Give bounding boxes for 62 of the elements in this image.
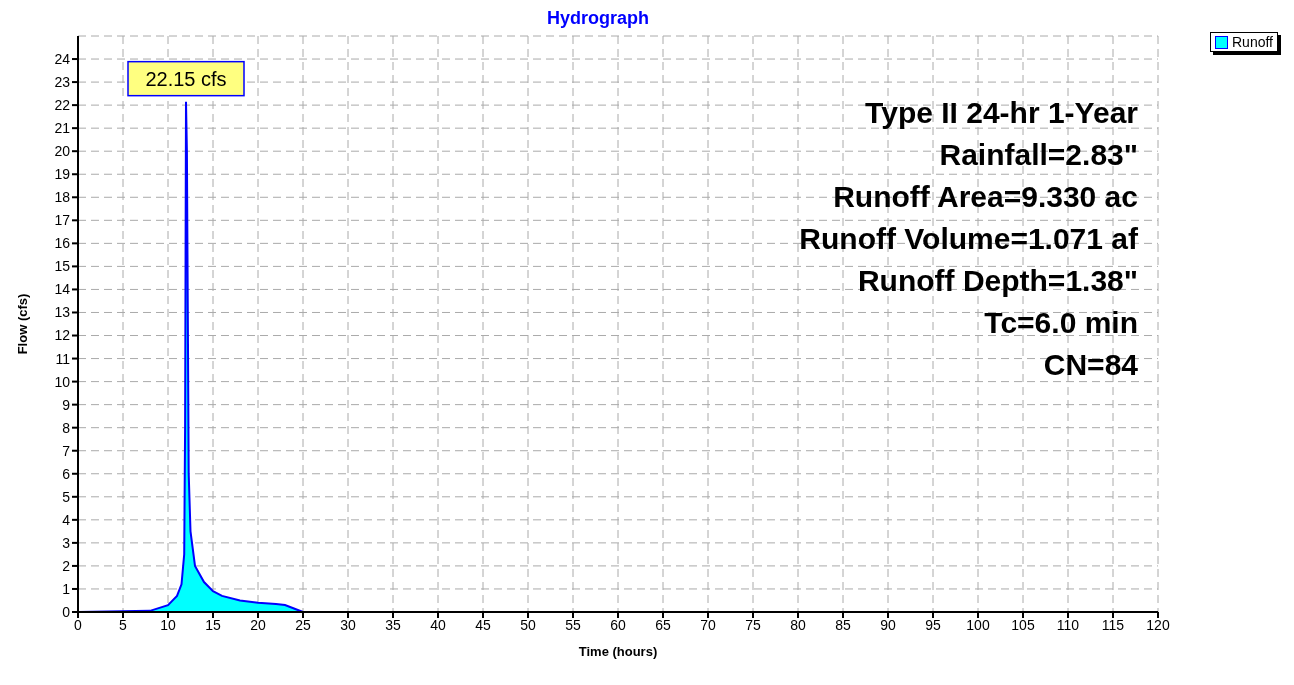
y-tick-label: 8 bbox=[62, 419, 71, 436]
x-tick-label: 95 bbox=[925, 616, 941, 633]
annotation: CN=84 bbox=[1042, 347, 1138, 383]
y-tick-label: 12 bbox=[54, 327, 71, 344]
y-tick-label: 6 bbox=[62, 465, 71, 482]
annotation: Rainfall=2.83" bbox=[938, 137, 1138, 173]
x-tick-label: 80 bbox=[790, 616, 806, 633]
x-tick-label: 0 bbox=[74, 616, 83, 633]
y-tick-label: 20 bbox=[54, 143, 71, 160]
x-tick-label: 70 bbox=[700, 616, 716, 633]
y-tick-label: 18 bbox=[54, 189, 71, 206]
x-tick-label: 65 bbox=[655, 616, 671, 633]
x-tick-label: 25 bbox=[295, 616, 311, 633]
y-tick-label: 23 bbox=[54, 74, 71, 91]
x-tick-label: 15 bbox=[205, 616, 221, 633]
y-tick-label: 2 bbox=[62, 557, 71, 574]
x-tick-label: 100 bbox=[966, 616, 990, 633]
x-axis-title: Time (hours) bbox=[578, 644, 658, 659]
x-tick-label: 10 bbox=[160, 616, 176, 633]
y-tick-label: 9 bbox=[62, 396, 71, 413]
y-tick-label: 15 bbox=[54, 258, 71, 275]
x-tick-label: 115 bbox=[1101, 616, 1125, 633]
y-tick-label: 13 bbox=[54, 304, 71, 321]
y-tick-label: 17 bbox=[54, 212, 71, 229]
y-tick-label: 22 bbox=[54, 97, 71, 114]
y-tick-label: 10 bbox=[54, 373, 71, 390]
y-tick-label: 24 bbox=[54, 51, 71, 68]
y-tick-label: 4 bbox=[62, 511, 71, 528]
y-tick-label: 14 bbox=[54, 281, 71, 298]
x-tick-label: 120 bbox=[1146, 616, 1170, 633]
annotation: Type II 24-hr 1-Year bbox=[864, 95, 1138, 131]
annotation: Runoff Volume=1.071 af bbox=[799, 221, 1138, 257]
annotation: Runoff Area=9.330 ac bbox=[832, 179, 1138, 215]
x-tick-label: 90 bbox=[880, 616, 896, 633]
y-tick-label: 7 bbox=[62, 442, 71, 459]
y-tick-label: 11 bbox=[55, 350, 71, 367]
y-tick-label: 0 bbox=[62, 603, 71, 620]
x-tick-label: 75 bbox=[745, 616, 761, 633]
y-tick-label: 19 bbox=[54, 166, 71, 183]
x-tick-label: 35 bbox=[385, 616, 401, 633]
x-tick-label: 20 bbox=[250, 616, 266, 633]
annotation: Tc=6.0 min bbox=[983, 305, 1138, 341]
y-tick-label: 1 bbox=[62, 580, 71, 597]
y-tick-label: 16 bbox=[54, 235, 71, 252]
legend-label: Runoff bbox=[1232, 34, 1273, 50]
x-tick-label: 5 bbox=[119, 616, 128, 633]
x-tick-label: 40 bbox=[430, 616, 446, 633]
y-tick-label: 3 bbox=[62, 534, 71, 551]
x-tick-label: 60 bbox=[610, 616, 626, 633]
x-tick-label: 85 bbox=[835, 616, 851, 633]
x-tick-label: 30 bbox=[340, 616, 356, 633]
x-tick-label: 55 bbox=[565, 616, 581, 633]
annotation: Runoff Depth=1.38" bbox=[856, 263, 1138, 299]
y-tick-label: 21 bbox=[54, 120, 71, 137]
x-tick-label: 50 bbox=[520, 616, 536, 633]
y-axis-title: Flow (cfs) bbox=[14, 293, 30, 355]
x-tick-label: 105 bbox=[1011, 616, 1035, 633]
y-tick-label: 5 bbox=[62, 488, 71, 505]
x-tick-label: 45 bbox=[475, 616, 491, 633]
x-tick-label: 110 bbox=[1056, 616, 1080, 633]
chart-title: Hydrograph bbox=[546, 8, 650, 29]
annotation: 22.15 cfs bbox=[145, 67, 227, 90]
